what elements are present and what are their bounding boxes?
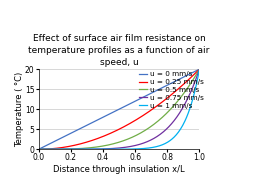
- u = 1 mm/s: [38, 148, 41, 150]
- u = 0.75 mm/s: [133, 145, 136, 147]
- u = 0 mm/s: [37, 148, 40, 150]
- u = 0.5 mm/s: [37, 148, 40, 150]
- u = 0.5 mm/s: [198, 68, 201, 70]
- u = 0 mm/s: [198, 68, 201, 70]
- u = 0.25 mm/s: [183, 82, 186, 85]
- u = 1 mm/s: [133, 148, 136, 150]
- u = 1 mm/s: [183, 121, 186, 123]
- u = 1 mm/s: [198, 68, 201, 70]
- u = 1 mm/s: [37, 148, 40, 150]
- Line: u = 1 mm/s: u = 1 mm/s: [39, 69, 199, 149]
- u = 1 mm/s: [132, 148, 135, 150]
- Legend: u = 0 mm/s, u = 0.25 mm/s, u = 0.5 mm/s, u = 0.75 mm/s, u = 1 mm/s: u = 0 mm/s, u = 0.25 mm/s, u = 0.5 mm/s,…: [139, 71, 204, 109]
- X-axis label: Distance through insulation x/L: Distance through insulation x/L: [53, 165, 185, 174]
- u = 0.75 mm/s: [198, 68, 201, 70]
- u = 0.25 mm/s: [173, 91, 176, 93]
- u = 0.75 mm/s: [173, 119, 176, 122]
- u = 0.5 mm/s: [133, 135, 136, 137]
- u = 0.25 mm/s: [37, 148, 40, 150]
- u = 0.5 mm/s: [135, 134, 139, 136]
- Line: u = 0.25 mm/s: u = 0.25 mm/s: [39, 69, 199, 149]
- u = 0.25 mm/s: [38, 148, 41, 150]
- u = 0.75 mm/s: [135, 144, 139, 146]
- u = 0 mm/s: [135, 99, 139, 101]
- Title: Effect of surface air film resistance on
temperature profiles as a function of a: Effect of surface air film resistance on…: [29, 34, 210, 67]
- Line: u = 0.75 mm/s: u = 0.75 mm/s: [39, 69, 199, 149]
- Y-axis label: Temperature ( °C): Temperature ( °C): [15, 72, 24, 147]
- u = 0.75 mm/s: [38, 148, 41, 150]
- u = 0.5 mm/s: [132, 135, 135, 138]
- u = 1 mm/s: [173, 136, 176, 138]
- u = 0.25 mm/s: [133, 120, 136, 122]
- u = 0.5 mm/s: [183, 91, 186, 94]
- u = 0.25 mm/s: [135, 118, 139, 120]
- u = 0.75 mm/s: [37, 148, 40, 150]
- u = 0.25 mm/s: [132, 120, 135, 122]
- u = 0 mm/s: [183, 76, 186, 78]
- Line: u = 0 mm/s: u = 0 mm/s: [39, 69, 199, 149]
- u = 0.75 mm/s: [132, 145, 135, 147]
- u = 0 mm/s: [173, 81, 176, 83]
- Line: u = 0.5 mm/s: u = 0.5 mm/s: [39, 69, 199, 149]
- u = 0.25 mm/s: [198, 68, 201, 70]
- u = 0 mm/s: [38, 148, 41, 150]
- u = 0.5 mm/s: [38, 148, 41, 150]
- u = 0 mm/s: [133, 100, 136, 103]
- u = 0.75 mm/s: [183, 104, 186, 106]
- u = 0 mm/s: [132, 101, 135, 103]
- u = 0.5 mm/s: [173, 104, 176, 106]
- u = 1 mm/s: [135, 148, 139, 150]
